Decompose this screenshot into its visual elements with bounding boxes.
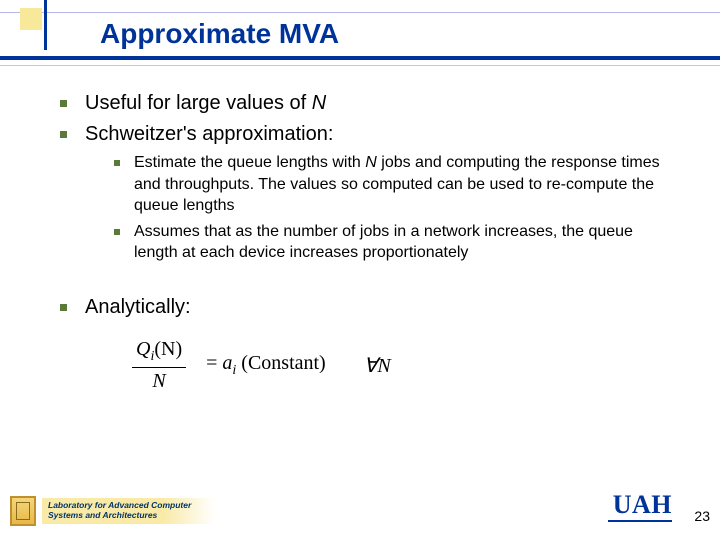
ornament-yellow-square [20, 8, 42, 30]
bullet-1-text: Useful for large values of N [85, 90, 326, 117]
formula-Q: Q [136, 338, 150, 360]
sub-bullet-1: Estimate the queue lengths with N jobs a… [114, 152, 680, 217]
rule-thick-under-title [0, 56, 720, 60]
uah-logo: UAH [613, 490, 672, 520]
formula-constant: (Constant) [236, 352, 325, 374]
formula-forall: ∀N [364, 353, 391, 378]
slide: Approximate MVA Useful for large values … [0, 0, 720, 540]
slide-title: Approximate MVA [100, 18, 339, 50]
lab-text: Laboratory for Advanced Computer Systems… [42, 498, 215, 524]
lab-line-2: Systems and Architectures [48, 511, 191, 521]
sub-bullet-1-text: Estimate the queue lengths with N jobs a… [134, 152, 680, 217]
bullet-1: Useful for large values of N [60, 90, 680, 117]
formula-equals: = [206, 352, 222, 374]
uah-underline [608, 520, 672, 522]
bullet-marker-icon [60, 131, 67, 138]
formula: Qi(N) N = ai (Constant) ∀N [132, 338, 391, 393]
spacer [60, 276, 680, 294]
formula-rhs: = ai (Constant) [206, 352, 326, 379]
formula-a: a [222, 352, 232, 374]
rule-top-light [0, 12, 720, 13]
sub-bullet-1-ital: N [365, 154, 377, 171]
fraction-line [132, 367, 186, 368]
formula-fraction: Qi(N) N [132, 338, 186, 393]
sub-bullet-2: Assumes that as the number of jobs in a … [114, 221, 680, 264]
bullet-3-text: Analytically: [85, 294, 191, 321]
sub-bullet-1-pre: Estimate the queue lengths with [134, 154, 365, 171]
formula-denominator: N [148, 370, 169, 393]
bullet-marker-icon [60, 304, 67, 311]
footer-lab-badge: Laboratory for Advanced Computer Systems… [10, 496, 215, 526]
sub-bullet-list: Estimate the queue lengths with N jobs a… [114, 152, 680, 264]
content-area: Useful for large values of N Schweitzer'… [60, 90, 680, 325]
lab-logo-icon [10, 496, 36, 526]
formula-forall-text: ∀N [364, 355, 391, 377]
bullet-1-pre: Useful for large values of [85, 92, 312, 114]
page-number: 23 [694, 508, 710, 524]
footer: Laboratory for Advanced Computer Systems… [0, 484, 720, 528]
bullet-3: Analytically: [60, 294, 680, 321]
bullet-2: Schweitzer's approximation: [60, 121, 680, 148]
bullet-marker-icon [114, 229, 120, 235]
formula-numerator: Qi(N) [132, 338, 186, 365]
sub-bullet-2-text: Assumes that as the number of jobs in a … [134, 221, 680, 264]
bullet-2-text: Schweitzer's approximation: [85, 121, 333, 148]
bullet-marker-icon [60, 100, 67, 107]
bullet-1-ital: N [312, 92, 326, 114]
rule-shadow [0, 65, 720, 66]
formula-arg-N: (N) [154, 338, 182, 360]
bullet-marker-icon [114, 160, 120, 166]
rule-vertical-left [44, 0, 47, 50]
